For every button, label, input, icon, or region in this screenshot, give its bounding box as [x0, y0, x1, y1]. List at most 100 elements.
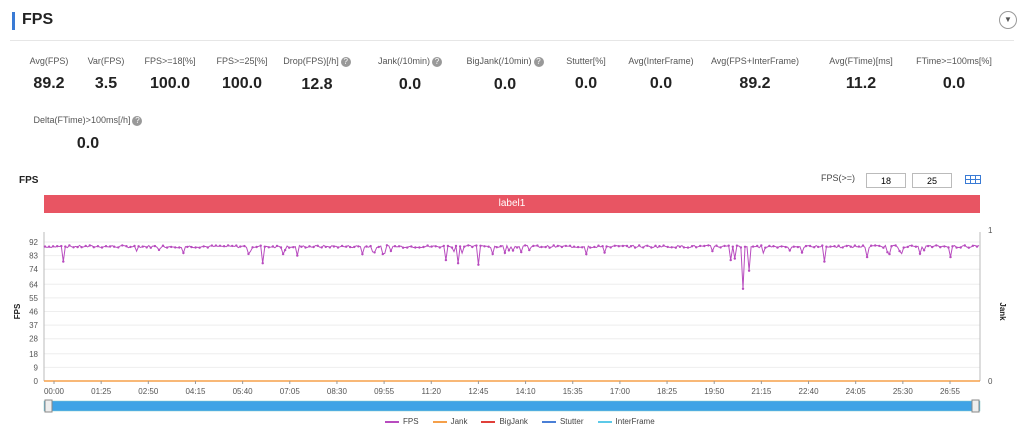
fps-point	[678, 245, 682, 248]
fps-point	[939, 246, 942, 249]
fps-point	[68, 244, 71, 247]
fps-point	[874, 244, 877, 247]
label-band[interactable]: label1	[44, 195, 980, 213]
x-tick-label: 21:15	[751, 387, 772, 396]
fps-threshold-input-2[interactable]	[912, 173, 952, 188]
fps-point	[898, 249, 901, 253]
x-tick-label: 15:35	[563, 387, 584, 396]
fps-point	[361, 252, 364, 256]
help-icon[interactable]: ?	[132, 115, 143, 126]
y-tick-label: 18	[29, 350, 38, 359]
y-tick-label: 37	[29, 321, 38, 330]
fps-point	[426, 244, 429, 247]
legend-swatch-icon	[541, 420, 556, 423]
fps-point	[589, 246, 592, 249]
fps-point	[515, 246, 519, 249]
legend-item-bigjank[interactable]: BigJank	[481, 417, 528, 426]
fps-point	[568, 244, 572, 247]
fps-point	[837, 244, 840, 247]
fps-point	[849, 245, 852, 248]
legend-label: BigJank	[499, 417, 528, 426]
fps-point	[733, 257, 736, 260]
zoom-slider-handle-right[interactable]	[971, 399, 980, 413]
fps-point	[72, 246, 75, 249]
fps-point	[117, 246, 120, 249]
zoom-slider-handle-left[interactable]	[44, 399, 53, 413]
fps-threshold-input-1[interactable]	[866, 173, 906, 188]
legend-label: Jank	[450, 417, 468, 426]
fps-point	[902, 246, 905, 249]
y-tick-label: 9	[34, 363, 39, 372]
table-view-icon[interactable]	[965, 175, 981, 184]
fps-point	[914, 245, 918, 248]
fps-point	[243, 244, 246, 248]
fps-point	[170, 245, 173, 249]
fps-point	[593, 245, 596, 249]
zoom-slider-track[interactable]	[43, 400, 981, 412]
help-icon[interactable]: ?	[340, 56, 351, 67]
fps-point	[703, 244, 706, 248]
fps-point	[853, 244, 857, 247]
x-tick-label: 05:40	[233, 387, 254, 396]
fps-point	[239, 245, 242, 248]
fps-point	[963, 244, 966, 247]
fps-point	[857, 245, 861, 248]
chevron-down-icon[interactable]: ▼	[999, 11, 1017, 29]
fps-point	[845, 244, 848, 248]
fps-point	[141, 245, 144, 248]
metric-value: 0.0	[398, 75, 422, 93]
y-tick-label: 0	[34, 377, 39, 386]
fps-point	[381, 252, 384, 256]
fps-point	[397, 245, 401, 248]
fps-point	[304, 246, 307, 249]
legend-item-stutter[interactable]: Stutter	[541, 417, 584, 426]
fps-point	[422, 245, 425, 249]
chart-title: FPS	[19, 175, 39, 186]
metric-r1-2: FPS>=18[%] 100.0	[110, 56, 230, 93]
fps-point	[548, 246, 551, 249]
fps-point	[727, 244, 730, 247]
fps-point	[145, 246, 148, 249]
fps-point	[741, 287, 745, 290]
fps-point	[499, 245, 502, 248]
fps-point	[788, 249, 791, 252]
fps-point	[174, 246, 177, 249]
fps-point	[841, 246, 844, 249]
fps-point	[231, 244, 234, 248]
fps-point	[715, 244, 718, 247]
legend-item-jank[interactable]: Jank	[432, 417, 468, 426]
metric-label: Var(FPS)	[87, 56, 125, 66]
fps-point	[430, 245, 433, 248]
fps-point	[487, 245, 490, 248]
fps-point	[100, 246, 104, 249]
legend-swatch-icon	[597, 420, 612, 423]
fps-point	[955, 246, 958, 249]
fps-point	[320, 246, 323, 249]
x-tick-label: 22:40	[799, 387, 820, 396]
fps-point	[458, 245, 462, 248]
legend-label: Stutter	[559, 417, 584, 426]
fps-point	[308, 245, 311, 248]
fps-point	[182, 251, 185, 255]
fps-point	[235, 244, 238, 247]
fps-point	[662, 244, 665, 247]
fps-point	[536, 244, 539, 247]
metric-label: FTime>=100ms[%]	[916, 56, 992, 66]
legend-item-interframe[interactable]: InterFrame	[597, 417, 655, 426]
legend-item-fps[interactable]: FPS	[385, 417, 419, 426]
fps-point	[560, 245, 564, 249]
fps-point	[479, 244, 482, 247]
help-icon[interactable]: ?	[432, 56, 443, 67]
fps-series-line	[44, 244, 980, 289]
fps-point	[414, 246, 417, 249]
fps-point	[959, 246, 962, 249]
fps-point	[756, 244, 759, 248]
metric-label: Stutter[%]	[566, 56, 606, 66]
fps-point	[121, 244, 124, 247]
fps-point	[444, 258, 448, 262]
fps-point	[401, 246, 405, 249]
fps-point	[275, 244, 279, 248]
help-icon[interactable]: ?	[533, 56, 544, 67]
fps-point	[971, 244, 975, 247]
fps-point	[60, 244, 63, 248]
